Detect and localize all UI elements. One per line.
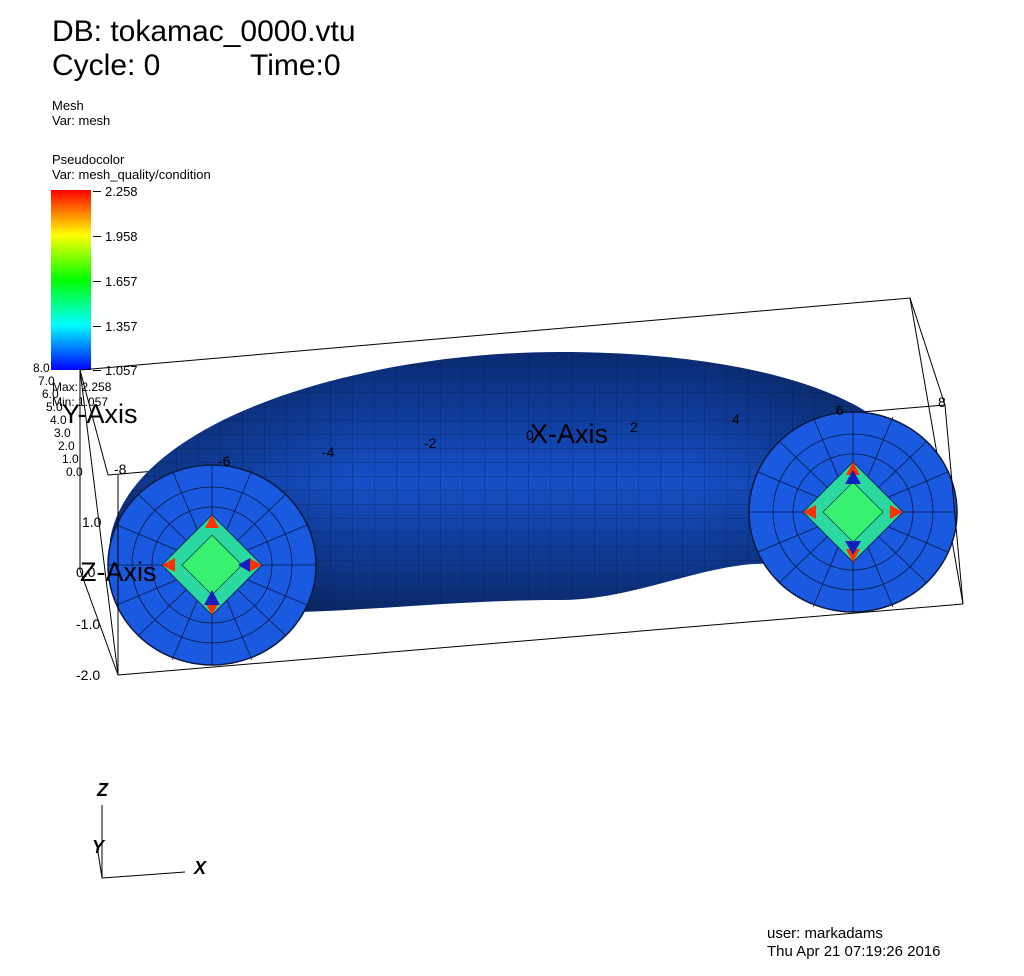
x-tick-label: 2 [630,419,638,435]
pseudocolor-var-label: Var: mesh_quality/condition [52,167,211,182]
z-tick-label: 0.0 [76,564,96,580]
y-tick-label: 3.0 [54,426,71,440]
mesh-var-label: Var: mesh [52,113,111,128]
y-tick-label: 0.0 [66,465,83,479]
y-tick-label: 7.0 [38,374,55,388]
database-title: DB: tokamac_0000.vtu [52,15,356,48]
y-tick-label: 6.0 [42,387,59,401]
triad-z-label: Z [97,780,108,800]
y-axis-title: Y-Axis [62,399,138,429]
mesh-plot-label: Mesh [52,98,84,113]
x-axis-title: X-Axis [530,419,609,449]
time-label: Time:0 [250,49,341,82]
colorbar-tick [93,281,101,282]
x-tick-label: -2 [424,435,437,451]
colorbar-tick [93,326,101,327]
user-label: user: markadams [767,925,883,942]
y-tick-label: 2.0 [58,439,75,453]
x-tick-label: -6 [218,453,231,469]
pseudocolor-plot-label: Pseudocolor [52,152,125,167]
bounding-box-front [117,404,964,675]
y-tick-label: 1.0 [62,452,79,466]
date-label: Thu Apr 21 07:19:26 2016 [767,943,941,960]
y-tick-label: 5.0 [46,400,63,414]
right-cross-section [748,411,958,613]
z-tick-label: -1.0 [76,616,101,632]
y-tick-label: 4.0 [50,413,67,427]
cycle-label: Cycle: 0 [52,49,161,82]
x-tick-label: 4 [732,411,740,427]
colorbar [51,190,91,370]
colorbar-tick-label: 1.357 [105,319,138,334]
x-tick-label: 8 [938,394,946,410]
colorbar-tick-label: 1.657 [105,274,138,289]
colorbar-tick [93,370,101,371]
colorbar-tick-label: 1.958 [105,229,138,244]
x-tick-label: 6 [836,402,844,418]
x-tick-label: -8 [114,461,127,477]
axis-triad [97,805,186,879]
x-tick-label: 0 [526,427,534,443]
colorbar-tick [93,236,101,237]
z-axis-title: Z-Axis [80,557,157,587]
colorbar-tick-label: 2.258 [105,184,138,199]
z-tick-label: -2.0 [76,667,101,683]
triad-y-label: Y [92,837,105,857]
left-cross-section [107,464,317,666]
z-tick-label: 1.0 [82,514,102,530]
colorbar-tick [93,191,101,192]
torus-mesh [110,352,945,640]
triad-x-label: X [194,858,207,878]
y-tick-label: 8.0 [33,361,50,375]
x-tick-label: -4 [322,444,335,460]
